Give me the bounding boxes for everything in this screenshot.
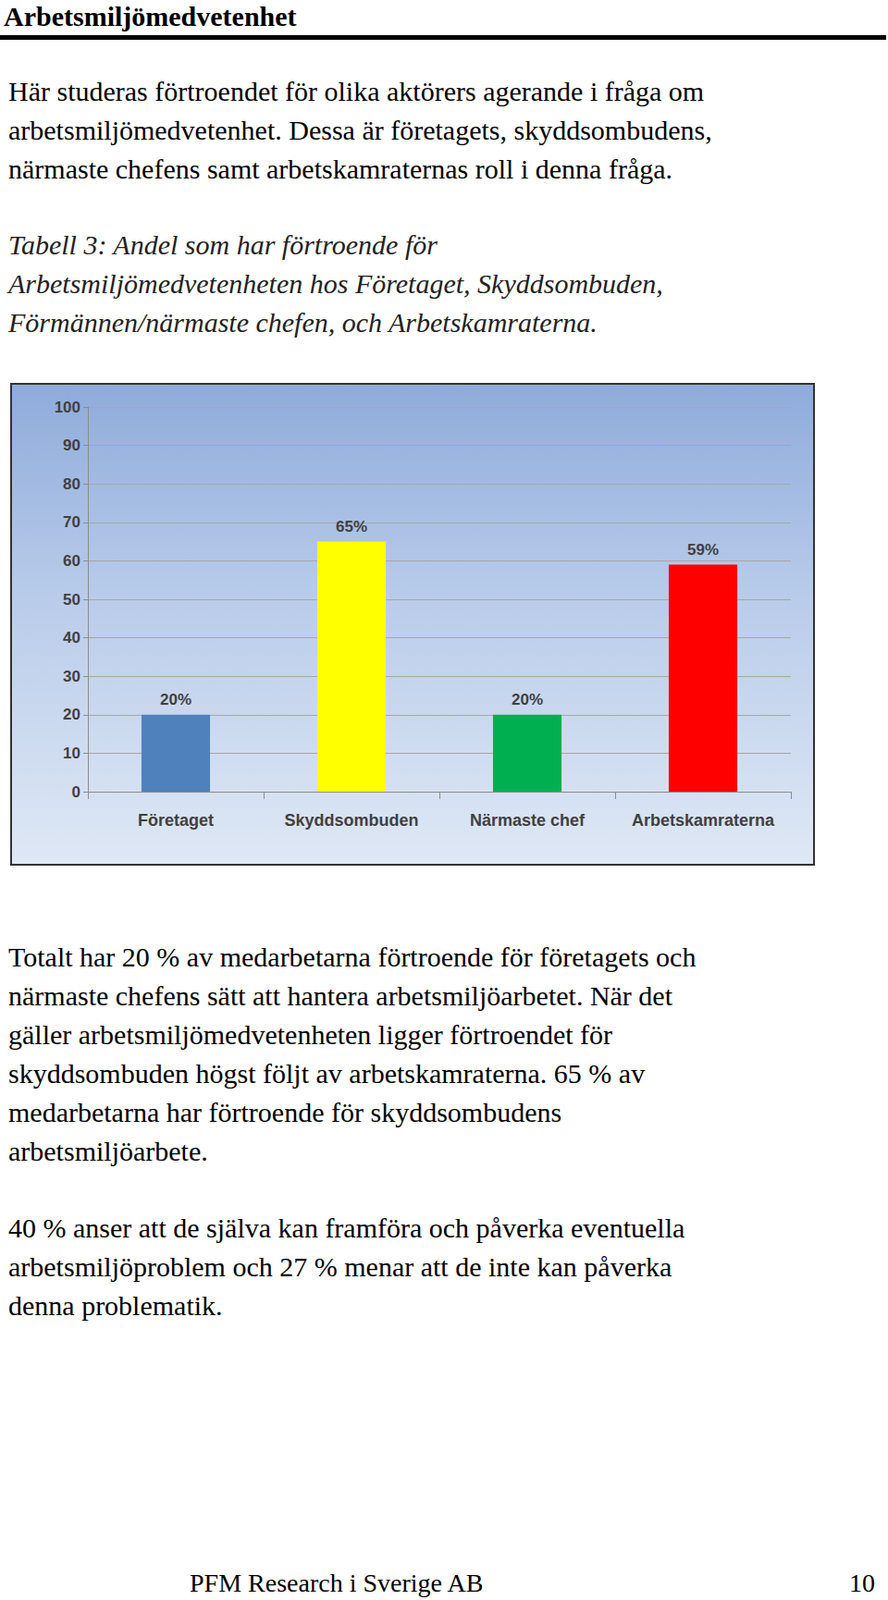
html-text:Arbetsmiljömedvetenheten hos F: Arbetsmiljömedvetenheten hos Företaget, … [8,268,664,299]
svg-text:60: 60 [62,552,81,570]
svg-text:Närmaste chef: Närmaste chef [469,811,586,830]
html-text:arbetsmiljömedvetenhet. Dessa: arbetsmiljömedvetenhet. Dessa är företag… [8,114,712,146]
svg-text:59%: 59% [687,541,719,559]
html-text:arbetsmiljöarbete.: arbetsmiljöarbete. [8,1135,208,1167]
svg-text:20%: 20% [511,690,543,709]
html-text:gäller arbetsmiljömedvetenhete: gäller arbetsmiljömedvetenheten ligger f… [8,1019,613,1050]
html-text:Här studeras förtroendet för o: Här studeras förtroendet för olika aktör… [8,75,705,107]
svg-text:20: 20 [62,705,81,724]
html-text:Tabell 3: Andel som har förtro: Tabell 3: Andel som har förtroende för [8,229,438,260]
html-text:närmaste chefens samt arbetska: närmaste chefens samt arbetskamraternas … [8,153,673,185]
html-text:arbetsmiljöproblem och 27 % me: arbetsmiljöproblem och 27 % menar att de… [8,1251,672,1283]
svg-text:65%: 65% [335,518,368,536]
svg-text:100: 100 [54,398,81,417]
svg-text:Företaget: Företaget [137,811,214,830]
svg-text:40: 40 [62,629,81,647]
html-text:10: 10 [849,1568,876,1598]
html-text:Arbetsmiljömedvetenhet: Arbetsmiljömedvetenhet [3,0,297,32]
svg-text:20%: 20% [160,690,192,709]
svg-text:Arbetskamraterna: Arbetskamraterna [631,811,776,830]
html-text:skyddsombuden högst följt av a: skyddsombuden högst följt av arbetskamra… [8,1058,645,1089]
html-text:PFM Research i Sverige AB: PFM Research i Sverige AB [189,1568,484,1598]
html-text:medarbetarna har förtroende fö: medarbetarna har förtroende för skyddsom… [8,1097,562,1128]
svg-text:80: 80 [62,475,81,494]
svg-text:0: 0 [72,783,81,802]
svg-text:90: 90 [62,436,81,455]
html-text:närmaste chefens sätt att hant: närmaste chefens sätt att hantera arbets… [8,980,673,1012]
html-text:Totalt har 20 % av medarbetarn: Totalt har 20 % av medarbetarna förtroen… [8,941,696,973]
svg-text:50: 50 [62,591,81,609]
svg-text:10: 10 [62,744,81,763]
svg-text:70: 70 [62,513,81,531]
html-text:40 % anser att de själva kan f: 40 % anser att de själva kan framföra oc… [8,1212,685,1244]
html-text:Förmännen/närmaste chefen, och: Förmännen/närmaste chefen, och Arbetskam… [8,307,598,338]
svg-text:Skyddsombuden: Skyddsombuden [283,811,419,830]
svg-text:30: 30 [62,667,81,686]
html-text:denna problematik.: denna problematik. [8,1290,223,1321]
